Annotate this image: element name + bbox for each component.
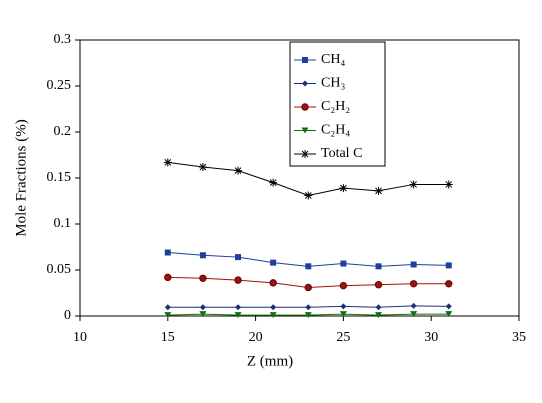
x-axis-label: Z (mm) — [247, 353, 293, 369]
marker — [199, 274, 207, 282]
x-tick-label: 25 — [336, 330, 350, 345]
marker — [301, 127, 309, 134]
y-tick-label: 0.1 — [54, 216, 72, 231]
y-tick-label: 0 — [64, 308, 71, 323]
y-axis-label: Mole Fractions (%) — [13, 119, 29, 236]
marker — [339, 184, 348, 193]
marker — [199, 252, 206, 259]
marker — [270, 259, 277, 266]
marker — [339, 311, 347, 318]
marker — [340, 260, 347, 267]
marker — [375, 263, 382, 270]
marker — [269, 279, 277, 287]
legend-label: CH₄ — [321, 52, 345, 67]
y-tick-label: 0.25 — [47, 78, 72, 93]
marker — [340, 303, 347, 310]
marker — [235, 254, 242, 261]
y-tick-label: 0.2 — [54, 124, 72, 139]
marker — [304, 312, 312, 319]
legend-label: C₂H₄ — [321, 123, 350, 138]
marker — [410, 261, 417, 268]
marker — [374, 281, 383, 289]
marker — [198, 162, 207, 171]
marker — [304, 191, 313, 200]
x-tick-label: 20 — [249, 330, 263, 345]
marker — [375, 312, 383, 319]
marker — [302, 80, 308, 87]
marker — [164, 312, 172, 319]
marker — [375, 304, 382, 311]
marker — [410, 311, 418, 318]
marker — [235, 304, 242, 311]
legend-label: Total C — [321, 146, 362, 161]
x-tick-label: 30 — [424, 330, 438, 345]
marker — [199, 304, 206, 311]
marker — [301, 103, 309, 111]
x-tick-label: 35 — [512, 330, 526, 345]
marker — [304, 283, 312, 292]
marker — [301, 150, 309, 158]
marker — [164, 304, 171, 311]
marker — [374, 186, 383, 195]
legend-label: CH₃ — [321, 76, 345, 91]
marker — [269, 178, 278, 187]
marker — [234, 166, 243, 175]
marker — [302, 57, 308, 63]
marker — [445, 262, 452, 269]
marker — [445, 303, 452, 310]
y-tick-label: 0.05 — [47, 262, 72, 277]
marker — [305, 304, 312, 311]
legend-label: C₂H₂ — [321, 99, 350, 114]
marker — [234, 312, 242, 319]
x-tick-label: 15 — [161, 330, 175, 345]
marker — [409, 280, 418, 288]
marker — [269, 312, 277, 319]
marker — [164, 273, 172, 282]
y-tick-label: 0.3 — [54, 32, 72, 47]
marker — [444, 180, 453, 189]
marker — [164, 249, 171, 256]
marker — [305, 263, 312, 270]
marker — [409, 180, 418, 189]
marker — [445, 311, 453, 318]
marker — [270, 304, 277, 311]
marker — [339, 281, 348, 290]
marker — [410, 302, 417, 309]
marker — [163, 158, 172, 167]
y-tick-label: 0.15 — [47, 170, 72, 185]
x-tick-label: 10 — [73, 330, 87, 345]
marker — [445, 280, 453, 288]
marker — [199, 311, 207, 318]
marker — [234, 276, 242, 284]
